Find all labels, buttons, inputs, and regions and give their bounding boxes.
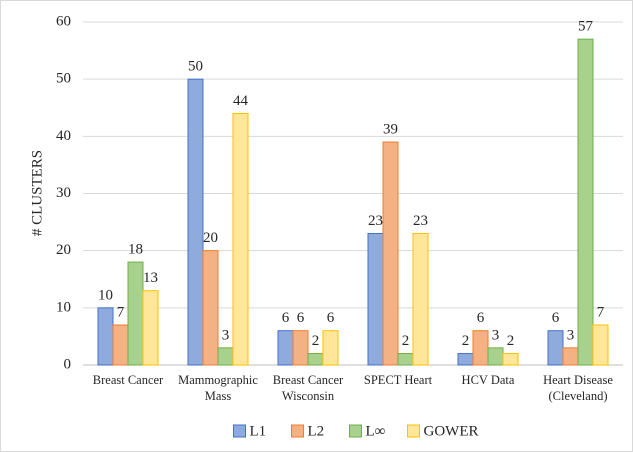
- bar: [307, 353, 324, 366]
- data-label: 3: [222, 327, 230, 343]
- x-tick-label: Mammographic Mass: [178, 373, 258, 403]
- y-tick-label: 30: [56, 185, 71, 201]
- bar: [472, 330, 489, 366]
- data-label: 2: [462, 333, 470, 349]
- data-label: 23: [368, 213, 383, 229]
- bar: [202, 250, 219, 366]
- x-tick-label: HCV Data: [462, 373, 515, 387]
- data-label: 3: [492, 327, 500, 343]
- data-label: 6: [477, 310, 485, 326]
- legend-swatch: [407, 424, 420, 438]
- data-label: 18: [128, 242, 143, 258]
- bar: [292, 330, 309, 366]
- bar: [547, 330, 564, 366]
- data-label: 6: [327, 310, 335, 326]
- y-tick-label: 0: [64, 356, 72, 372]
- data-label: 6: [297, 310, 305, 326]
- y-tick-label: 20: [56, 242, 71, 258]
- data-label: 6: [282, 310, 290, 326]
- x-tick-label: Heart Disease (Cleveland): [543, 373, 613, 403]
- data-label: 13: [143, 270, 158, 286]
- data-label: 44: [233, 93, 249, 109]
- bar: [382, 141, 399, 366]
- legend-label: L1: [250, 423, 267, 439]
- bar: [592, 324, 609, 366]
- data-label: 57: [578, 19, 594, 35]
- data-label: 2: [402, 333, 410, 349]
- bar: [232, 112, 249, 366]
- y-tick-label: 60: [56, 13, 71, 29]
- data-label: 3: [567, 327, 575, 343]
- bar: [217, 347, 234, 366]
- data-label: 23: [413, 213, 428, 229]
- bar: [112, 324, 129, 366]
- bar: [322, 330, 339, 366]
- data-label: 39: [383, 121, 398, 137]
- y-tick-label: 50: [56, 71, 71, 87]
- bar: [97, 307, 114, 366]
- x-tick-label: SPECT Heart: [364, 373, 433, 387]
- bar: [457, 353, 474, 366]
- y-tick-label: 40: [56, 128, 71, 144]
- data-label: 7: [597, 304, 605, 320]
- data-label: 50: [188, 59, 203, 75]
- legend-swatch: [233, 424, 246, 438]
- bar: [502, 353, 519, 366]
- y-axis-label: # CLUSTERS: [29, 150, 45, 236]
- bar: [367, 233, 384, 366]
- y-tick-label: 10: [56, 299, 71, 315]
- data-label: 7: [117, 304, 125, 320]
- legend-label: GOWER: [424, 423, 479, 439]
- x-tick-label: Breast Cancer: [93, 373, 164, 387]
- data-label: 2: [312, 333, 320, 349]
- bar: [487, 347, 504, 366]
- bar: [562, 347, 579, 366]
- x-tick-label: Breast Cancer Wisconsin: [273, 373, 344, 403]
- data-label: 2: [507, 333, 515, 349]
- data-label: 20: [203, 230, 218, 246]
- bar: [577, 38, 594, 366]
- data-label: 10: [98, 287, 113, 303]
- bar: [187, 78, 204, 366]
- legend-label: L2: [308, 423, 325, 439]
- bar: [277, 330, 294, 366]
- bar: [142, 290, 159, 366]
- bar: [412, 233, 429, 366]
- legend-swatch: [291, 424, 304, 438]
- bar: [127, 261, 144, 366]
- legend-swatch: [349, 424, 362, 438]
- bar: [397, 353, 414, 366]
- data-label: 6: [552, 310, 560, 326]
- legend-label: L∞: [366, 423, 386, 439]
